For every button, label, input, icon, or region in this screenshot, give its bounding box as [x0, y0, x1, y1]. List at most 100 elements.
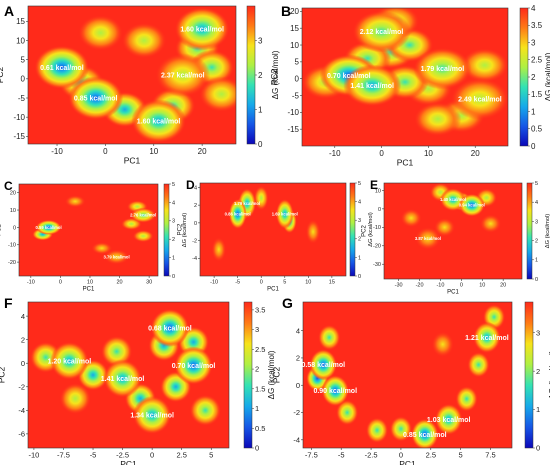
y-tick-label: 0 — [21, 75, 26, 84]
y-tick-label: -4 — [18, 406, 25, 415]
y-tick-label: -2 — [293, 408, 300, 417]
panel-letter: E — [370, 178, 378, 192]
x-axis-label: PC1 — [397, 158, 414, 168]
x-tick-label: 0 — [103, 147, 108, 156]
y-tick-label: 0 — [21, 359, 25, 368]
colorbar-tick-label: 0 — [255, 444, 259, 453]
plot-area — [200, 183, 346, 276]
x-tick-label: 10 — [424, 149, 433, 158]
colorbar-tick-label: 3 — [258, 36, 263, 45]
colorbar-tick-label: 1 — [535, 258, 538, 264]
panel-letter: D — [186, 178, 195, 192]
panel-letter: C — [4, 179, 13, 193]
y-tick-label: -20 — [373, 244, 381, 250]
y-tick-label: 0 — [13, 225, 16, 231]
x-tick-label: -7.5 — [57, 451, 70, 460]
y-tick-label: -10 — [373, 225, 381, 231]
basin-label: 1.20 kcal/mol — [48, 358, 92, 365]
y-axis-label: PC2 — [269, 68, 279, 85]
colorbar-tick-label: 0 — [536, 444, 540, 453]
x-tick-label: 0 — [150, 451, 154, 460]
basin-label: 2.76 kcal/mol — [130, 213, 156, 218]
basin-label: 0.70 kcal/mol — [172, 363, 216, 370]
y-tick-label: 2 — [194, 203, 197, 209]
y-tick-label: -30 — [373, 262, 381, 268]
y-tick-label: 10 — [16, 36, 25, 45]
y-axis-label: PC2 — [272, 366, 282, 383]
colorbar — [164, 184, 169, 276]
y-tick-label: 4 — [296, 326, 300, 335]
basin-label: 0.94 kcal/mol — [459, 203, 485, 208]
colorbar-tick-label: 2 — [258, 71, 263, 80]
colorbar — [247, 6, 255, 144]
x-tick-label: 10 — [87, 280, 93, 286]
colorbar-tick-label: 3 — [172, 219, 175, 225]
colorbar-tick-label: 0 — [535, 277, 538, 283]
x-axis-label: PC1 — [399, 459, 416, 465]
basin-label: 0.68 kcal/mol — [148, 325, 192, 332]
colorbar-label: ΔG (kcal/mol) — [544, 52, 550, 101]
y-tick-label: 15 — [16, 17, 25, 26]
colorbar — [244, 302, 252, 448]
y-tick-label: -5 — [18, 94, 26, 103]
basin-label: 1.03 kcal/mol — [427, 417, 471, 424]
energy-well — [480, 214, 501, 233]
energy-well — [366, 418, 388, 444]
energy-well — [254, 186, 269, 211]
colorbar-label: ΔG (kcal/mol) — [545, 214, 550, 249]
y-tick-label: 10 — [290, 41, 299, 50]
energy-well — [78, 15, 123, 50]
x-tick-label: 0 — [460, 283, 463, 289]
y-axis-label: PC2 — [178, 223, 184, 235]
x-tick-label: 10 — [479, 283, 485, 289]
x-tick-label: 2.5 — [426, 451, 436, 460]
energy-well — [455, 386, 477, 412]
basin-label: 0.85 kcal/mol — [74, 95, 118, 102]
panel-letter: B — [281, 3, 291, 19]
basin-label: 2.49 kcal/mol — [458, 96, 502, 103]
y-tick-label: 0 — [295, 74, 300, 83]
x-tick-label: 20 — [500, 283, 506, 289]
colorbar-tick-label: 4 — [172, 200, 175, 206]
y-tick-label: 2 — [296, 354, 300, 363]
colorbar-tick-label: 1.5 — [255, 384, 265, 393]
basin-label: 1.34 kcal/mol — [130, 412, 174, 419]
basin-label: 0.70 kcal/mol — [327, 73, 371, 80]
basin-label: 0.59 kcal/mol — [36, 225, 62, 230]
colorbar-tick-label: 2.5 — [531, 56, 543, 65]
x-tick-label: 15 — [329, 280, 335, 286]
basin-label: 0.86 kcal/mol — [225, 211, 251, 216]
x-axis-label: PC1 — [120, 459, 137, 465]
energy-well — [432, 332, 454, 358]
basin-label: 1.41 kcal/mol — [350, 83, 394, 90]
basin-label: 1.69 kcal/mol — [272, 211, 298, 216]
basin-label: 1.40 kcal/mol — [440, 197, 466, 202]
energy-well — [190, 395, 221, 426]
colorbar-tick-label: 4 — [535, 200, 538, 206]
x-tick-label: -2.5 — [365, 451, 378, 460]
basin-label: 1.21 kcal/mol — [465, 335, 509, 342]
x-tick-label: -30 — [395, 283, 403, 289]
basin-label: 2.37 kcal/mol — [161, 72, 205, 79]
y-axis-label: PC2 — [0, 366, 7, 383]
y-tick-label: 20 — [290, 7, 299, 16]
y-tick-label: 2 — [21, 335, 25, 344]
x-tick-label: 5 — [209, 451, 213, 460]
energy-well — [306, 219, 321, 244]
colorbar-tick-label: 3 — [358, 218, 361, 224]
y-tick-label: -5 — [292, 91, 300, 100]
colorbar-tick-label: 3.5 — [255, 306, 265, 315]
x-tick-label: 10 — [149, 147, 158, 156]
colorbar-tick-label: 5 — [358, 181, 361, 187]
colorbar-tick-label: 1 — [358, 255, 361, 261]
y-tick-label: 0 — [194, 221, 197, 227]
y-tick-label: 10 — [10, 208, 16, 214]
y-tick-label: 0 — [296, 381, 300, 390]
basin-label: 0.61 kcal/mol — [40, 65, 84, 72]
x-tick-label: -5 — [338, 451, 345, 460]
colorbar-tick-label: 2 — [535, 239, 538, 245]
x-tick-label: 10 — [305, 280, 311, 286]
